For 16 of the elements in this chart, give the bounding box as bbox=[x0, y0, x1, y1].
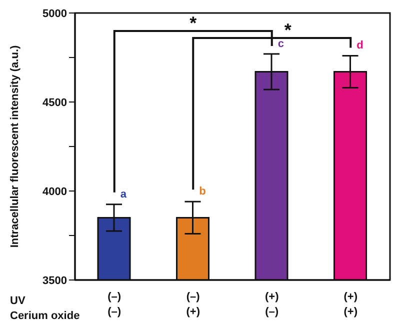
x-tick-label: (+) (+) bbox=[344, 291, 358, 318]
x-axis-title: UV Cerium oxide bbox=[10, 295, 80, 322]
y-tick-label: 3500 bbox=[42, 274, 67, 287]
annotation: a bbox=[120, 188, 128, 200]
annotation: c bbox=[278, 38, 284, 50]
x-tick-label: (+) (–) bbox=[265, 291, 280, 318]
y-tick-label: 4000 bbox=[42, 186, 67, 198]
annotation: * bbox=[190, 13, 197, 33]
annotation: b bbox=[199, 186, 206, 198]
y-axis-title: Intracellular fluorescent intensity (a.u.) bbox=[8, 45, 21, 248]
annotation: * bbox=[284, 20, 292, 40]
x-tick-label: (–) (+) bbox=[186, 291, 200, 318]
x-tick-label: (–) (–) bbox=[108, 291, 122, 318]
y-tick-label: 5000 bbox=[42, 8, 67, 20]
y-tick-label: 4500 bbox=[42, 96, 67, 109]
annotation: d bbox=[356, 40, 364, 52]
